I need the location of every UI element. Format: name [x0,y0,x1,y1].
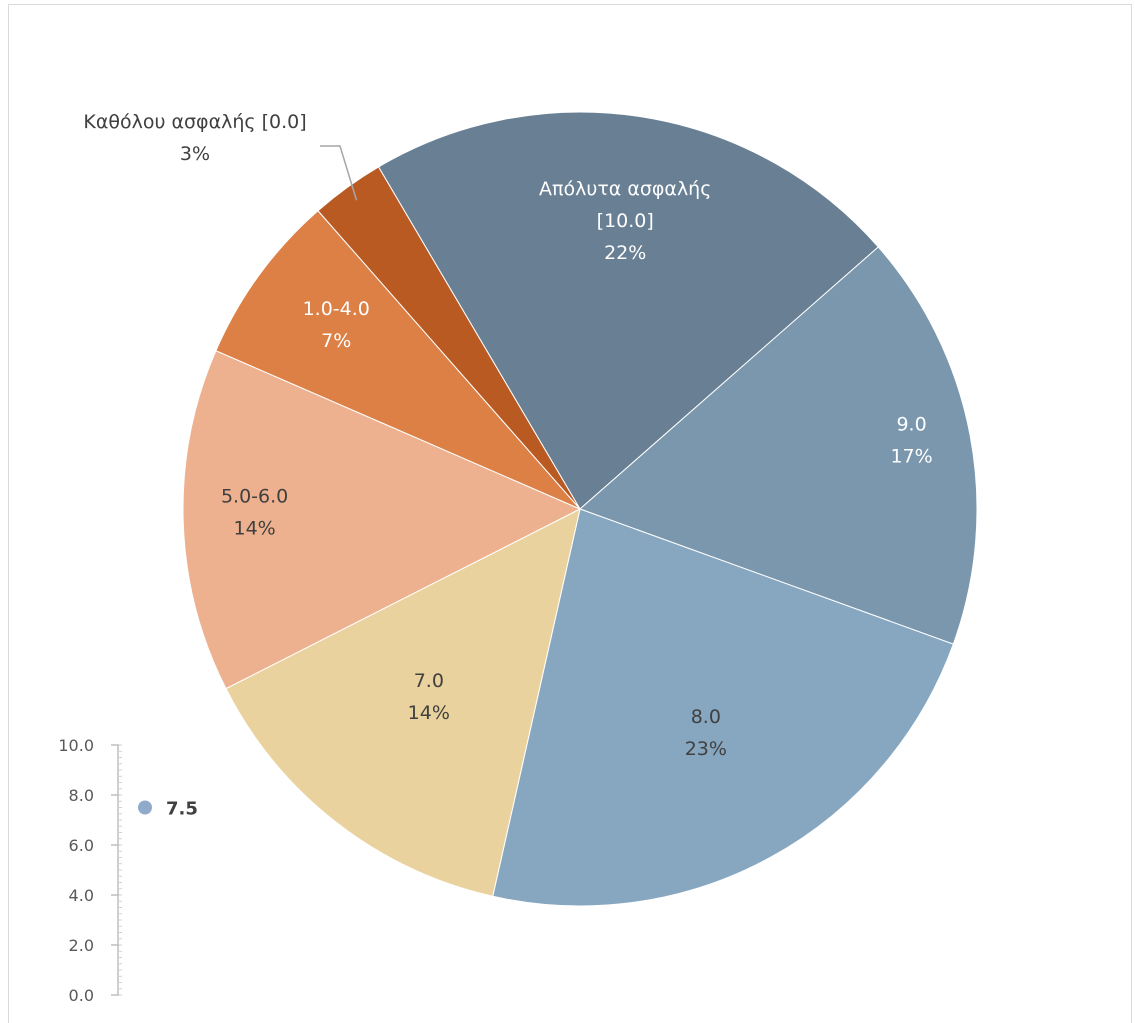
slice-category-label: 1.0-4.0 [303,298,370,320]
pie-slice [317,166,581,510]
slice-category-label: Καθόλου ασφαλής [0.0] [83,111,306,133]
slice-percent-label: 17% [890,445,932,467]
pie-slice [215,210,581,510]
y-tick-label: 6.0 [69,836,94,855]
y-tick-label: 4.0 [69,886,94,905]
mean-marker [138,800,152,815]
y-tick-label: 8.0 [69,786,94,805]
slice-percent-label: 3% [180,143,210,165]
pie-slice [182,350,582,690]
mean-value-label: 7.5 [166,799,198,820]
leader-line [320,145,358,201]
y-tick-label: 10.0 [58,736,94,755]
pie-slice [377,111,879,510]
slice-category-label: 9.0 [896,413,926,435]
slice-percent-label: 7% [321,330,351,352]
slice-category-label: [10.0] [597,210,654,232]
slice-category-label: Απόλυτα ασφαλής [539,178,711,200]
slice-percent-label: 14% [408,702,450,724]
pie-slice [492,508,954,907]
slice-category-label: 8.0 [691,706,721,728]
slice-category-label: 7.0 [414,670,444,692]
slice-percent-label: 22% [604,242,646,264]
slice-category-label: 5.0-6.0 [221,486,288,508]
y-tick-label: 2.0 [69,936,94,955]
slice-percent-label: 14% [233,518,275,540]
slice-percent-label: 23% [685,738,727,760]
pie-slice [225,508,581,897]
y-tick-label: 0.0 [69,986,94,1005]
